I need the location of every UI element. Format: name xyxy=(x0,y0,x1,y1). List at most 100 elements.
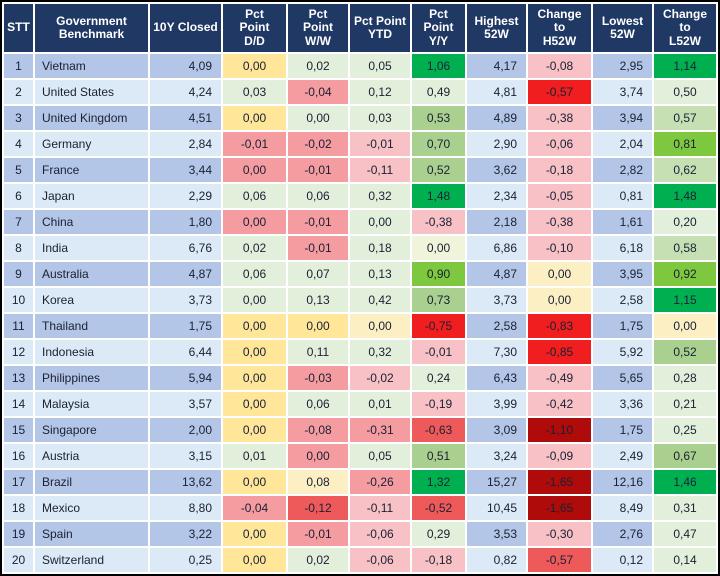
cell-lowest-52w: 3,74 xyxy=(593,80,652,104)
cell-highest-52w: 7,30 xyxy=(467,340,526,364)
table-row: 17 Brazil 13,62 0,00 0,08 -0,26 1,32 15,27 -1,65… xyxy=(4,470,716,494)
cell-highest-52w: 3,24 xyxy=(467,444,526,468)
cell-10y-closed: 3,15 xyxy=(150,444,221,468)
cell-stt: 1 xyxy=(4,54,33,78)
cell-10y-closed: 4,09 xyxy=(150,54,221,78)
cell-change-to-h52w: -0,42 xyxy=(528,392,591,416)
cell-lowest-52w: 2,04 xyxy=(593,132,652,156)
cell-highest-52w: 2,58 xyxy=(467,314,526,338)
cell-stt: 3 xyxy=(4,106,33,130)
cell-stt: 12 xyxy=(4,340,33,364)
cell-country: Philippines xyxy=(35,366,148,390)
cell-pct-point-ww: -0,03 xyxy=(288,366,348,390)
cell-country: Singapore xyxy=(35,418,148,442)
cell-pct-point-ww: 0,00 xyxy=(288,106,348,130)
column-header-ww: Pct Point W/W xyxy=(288,4,348,52)
cell-lowest-52w: 3,95 xyxy=(593,262,652,286)
cell-pct-point-ytd: 0,03 xyxy=(350,106,410,130)
cell-lowest-52w: 3,94 xyxy=(593,106,652,130)
cell-pct-point-yy: 0,53 xyxy=(412,106,465,130)
cell-stt: 2 xyxy=(4,80,33,104)
cell-pct-point-ww: -0,04 xyxy=(288,80,348,104)
table-row: 14 Malaysia 3,57 0,00 0,06 0,01 -0,19 3,99 -0,42… xyxy=(4,392,716,416)
cell-pct-point-yy: -0,18 xyxy=(412,548,465,572)
cell-10y-closed: 3,73 xyxy=(150,288,221,312)
cell-change-to-h52w: -0,06 xyxy=(528,132,591,156)
column-header-low: Lowest 52W xyxy=(593,4,652,52)
cell-lowest-52w: 3,36 xyxy=(593,392,652,416)
cell-lowest-52w: 1,75 xyxy=(593,314,652,338)
cell-pct-point-ytd: 0,12 xyxy=(350,80,410,104)
cell-highest-52w: 4,89 xyxy=(467,106,526,130)
cell-change-to-l52w: 0,50 xyxy=(654,80,716,104)
table-row: 13 Philippines 5,94 0,00 -0,03 -0,02 0,24 6,43-… xyxy=(4,366,716,390)
column-header-dd: Pct Point D/D xyxy=(223,4,286,52)
column-header-closed: 10Y Closed xyxy=(150,4,221,52)
cell-pct-point-ww: -0,01 xyxy=(288,522,348,546)
table-row: 19 Spain 3,22 0,00 -0,01 -0,06 0,29 3,53 -0,30 2,… xyxy=(4,522,716,546)
cell-pct-point-dd: 0,00 xyxy=(223,366,286,390)
table-row: 9 Australia 4,87 0,06 0,07 0,13 0,90 4,87 0,00 3,… xyxy=(4,262,716,286)
table-row: 8 India 6,76 0,02 -0,01 0,18 0,00 6,86 -0,10 6,18… xyxy=(4,236,716,260)
cell-10y-closed: 5,94 xyxy=(150,366,221,390)
table-row: 1 Vietnam 4,09 0,00 0,02 0,05 1,06 4,17 -0,08 2,9… xyxy=(4,54,716,78)
cell-pct-point-dd: 0,00 xyxy=(223,470,286,494)
cell-pct-point-ww: -0,01 xyxy=(288,236,348,260)
table-row: 12 Indonesia 6,44 0,00 0,11 0,32 -0,01 7,30 -0,8… xyxy=(4,340,716,364)
cell-pct-point-yy: 1,06 xyxy=(412,54,465,78)
cell-change-to-l52w: 1,15 xyxy=(654,288,716,312)
cell-pct-point-ww: 0,06 xyxy=(288,184,348,208)
cell-10y-closed: 1,80 xyxy=(150,210,221,234)
cell-change-to-h52w: -1,10 xyxy=(528,418,591,442)
cell-pct-point-yy: 0,73 xyxy=(412,288,465,312)
cell-country: Vietnam xyxy=(35,54,148,78)
cell-change-to-h52w: -0,10 xyxy=(528,236,591,260)
cell-highest-52w: 3,73 xyxy=(467,288,526,312)
cell-highest-52w: 10,45 xyxy=(467,496,526,520)
cell-lowest-52w: 0,81 xyxy=(593,184,652,208)
cell-10y-closed: 2,00 xyxy=(150,418,221,442)
table-row: 2 United States 4,24 0,03 -0,04 0,12 0,49 4,81-… xyxy=(4,80,716,104)
cell-change-to-l52w: 0,58 xyxy=(654,236,716,260)
cell-change-to-l52w: 1,48 xyxy=(654,184,716,208)
cell-highest-52w: 2,90 xyxy=(467,132,526,156)
cell-pct-point-yy: 0,29 xyxy=(412,522,465,546)
cell-change-to-h52w: -1,65 xyxy=(528,496,591,520)
cell-country: Germany xyxy=(35,132,148,156)
cell-change-to-h52w: -0,18 xyxy=(528,158,591,182)
cell-stt: 16 xyxy=(4,444,33,468)
cell-change-to-l52w: 0,92 xyxy=(654,262,716,286)
cell-pct-point-dd: 0,01 xyxy=(223,444,286,468)
cell-pct-point-ww: 0,00 xyxy=(288,314,348,338)
table-row: 11 Thailand 1,75 0,00 0,00 0,00 -0,75 2,58 -0,83… xyxy=(4,314,716,338)
cell-pct-point-yy: 1,48 xyxy=(412,184,465,208)
cell-pct-point-ytd: 0,18 xyxy=(350,236,410,260)
cell-change-to-l52w: 0,00 xyxy=(654,314,716,338)
cell-pct-point-ytd: -0,31 xyxy=(350,418,410,442)
cell-change-to-l52w: 0,31 xyxy=(654,496,716,520)
cell-stt: 5 xyxy=(4,158,33,182)
cell-pct-point-ww: -0,01 xyxy=(288,210,348,234)
cell-pct-point-ww: 0,13 xyxy=(288,288,348,312)
cell-change-to-l52w: 0,67 xyxy=(654,444,716,468)
cell-pct-point-yy: -0,75 xyxy=(412,314,465,338)
cell-10y-closed: 4,24 xyxy=(150,80,221,104)
cell-change-to-l52w: 0,20 xyxy=(654,210,716,234)
cell-change-to-h52w: -0,49 xyxy=(528,366,591,390)
cell-stt: 8 xyxy=(4,236,33,260)
cell-pct-point-ytd: 0,00 xyxy=(350,210,410,234)
cell-10y-closed: 4,87 xyxy=(150,262,221,286)
cell-stt: 19 xyxy=(4,522,33,546)
cell-pct-point-ytd: 0,42 xyxy=(350,288,410,312)
cell-pct-point-ytd: 0,05 xyxy=(350,444,410,468)
cell-lowest-52w: 12,16 xyxy=(593,470,652,494)
table-row: 10 Korea 3,73 0,00 0,13 0,42 0,73 3,73 0,00 2,58 1… xyxy=(4,288,716,312)
cell-pct-point-ww: 0,08 xyxy=(288,470,348,494)
cell-pct-point-ytd: 0,32 xyxy=(350,340,410,364)
cell-pct-point-yy: 0,00 xyxy=(412,236,465,260)
table-row: 4 Germany 2,84 -0,01 -0,02 -0,01 0,70 2,90 -0,06… xyxy=(4,132,716,156)
table-header-row: STT Government Benchmark 10Y Closed Pct Poi… xyxy=(4,4,716,52)
cell-10y-closed: 0,25 xyxy=(150,548,221,572)
cell-country: United States xyxy=(35,80,148,104)
